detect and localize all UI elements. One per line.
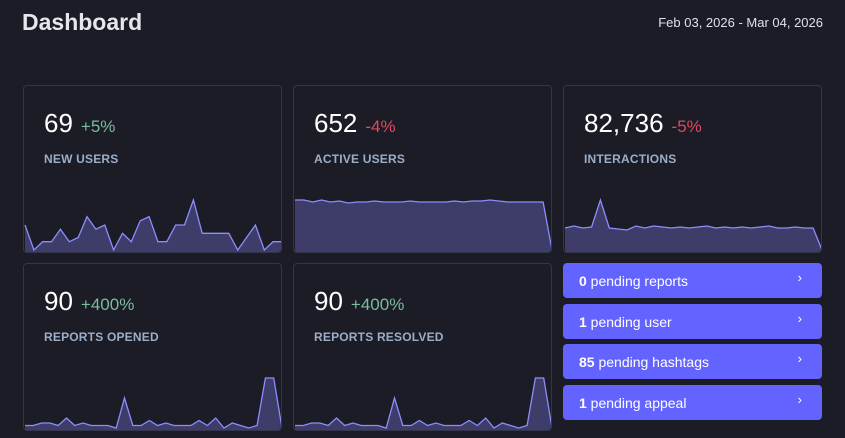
metric-card-reports-opened: 90 +400% REPORTS OPENED	[23, 263, 282, 431]
sparkline-line	[24, 197, 281, 252]
sparkline	[24, 197, 281, 252]
chevron-right-icon: ›	[797, 270, 802, 285]
page-title: Dashboard	[22, 9, 143, 35]
value: 90	[44, 286, 73, 316]
chevron-right-icon: ›	[797, 392, 802, 407]
sparkline	[295, 199, 551, 252]
label: pending hashtags	[594, 354, 710, 370]
chevron-right-icon: ›	[797, 311, 802, 326]
metric-label: NEW USERS	[44, 152, 119, 166]
sparkline-line	[295, 377, 551, 429]
count: 85	[579, 354, 595, 370]
date-range: Feb 03, 2026 - Mar 04, 2026	[658, 15, 823, 30]
change-percent: -5%	[671, 117, 702, 136]
pending-hashtags-button[interactable]: 85 pending hashtags ›	[563, 344, 822, 379]
change-percent: +400%	[350, 295, 405, 314]
label: pending reports	[586, 273, 688, 289]
metric-value: 652 -4%	[314, 108, 396, 139]
label: pending user	[586, 314, 672, 330]
metric-value: 82,736 -5%	[584, 108, 702, 139]
metric-label: REPORTS RESOLVED	[314, 330, 444, 344]
sparkline-area	[25, 378, 281, 430]
value: 652	[314, 108, 358, 138]
metric-card-interactions: 82,736 -5% INTERACTIONS	[563, 85, 822, 253]
metric-label: REPORTS OPENED	[44, 330, 159, 344]
sparkline-area	[295, 200, 551, 252]
pending-users-button[interactable]: 1 pending user ›	[563, 304, 822, 339]
metric-label: ACTIVE USERS	[314, 152, 406, 166]
count: 1	[579, 314, 587, 330]
metric-value: 69 +5%	[44, 108, 115, 139]
sparkline	[564, 197, 821, 252]
change-percent: +400%	[80, 295, 135, 314]
chevron-right-icon: ›	[797, 351, 802, 366]
metric-card-active-users: 652 -4% ACTIVE USERS	[293, 85, 552, 253]
value: 69	[44, 108, 73, 138]
metric-value: 90 +400%	[44, 286, 134, 317]
sparkline-line	[564, 197, 821, 250]
change-percent: +5%	[80, 117, 116, 136]
value: 82,736	[584, 108, 664, 138]
sparkline-line	[25, 377, 281, 429]
metric-value: 90 +400%	[314, 286, 404, 317]
pending-appeals-button[interactable]: 1 pending appeal ›	[563, 385, 822, 420]
sparkline-area	[565, 200, 821, 252]
sparkline-area	[25, 200, 281, 252]
value: 90	[314, 286, 343, 316]
metric-card-new-users: 69 +5% NEW USERS	[23, 85, 282, 253]
count: 1	[579, 395, 587, 411]
count: 0	[579, 273, 587, 289]
label: pending appeal	[586, 395, 687, 411]
change-percent: -4%	[365, 117, 396, 136]
sparkline-line	[295, 199, 551, 249]
metric-label: INTERACTIONS	[584, 152, 677, 166]
metric-card-reports-resolved: 90 +400% REPORTS RESOLVED	[293, 263, 552, 431]
sparkline	[295, 377, 551, 430]
pending-reports-button[interactable]: 0 pending reports ›	[563, 263, 822, 298]
sparkline	[25, 377, 281, 430]
sparkline-area	[295, 378, 551, 430]
